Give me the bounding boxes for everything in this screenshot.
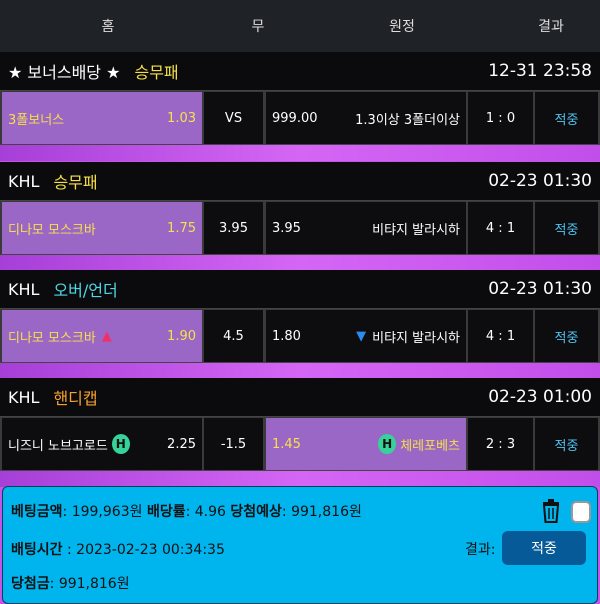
- bet-time-label: 배팅시간: [11, 542, 63, 558]
- league: KHL: [8, 279, 40, 299]
- expected-value: 991,816원: [291, 504, 362, 520]
- match-header: ★ 보너스배당 ★ 승무패 12-31 23:58: [0, 52, 600, 90]
- away-team: 체레포베츠: [400, 438, 460, 454]
- result-status: 적중: [535, 202, 598, 254]
- up-arrow-icon: ▲: [101, 328, 112, 344]
- divider: [0, 471, 600, 487]
- league: ★ 보너스배당 ★: [8, 63, 121, 82]
- away-team: 비탸지 발라시하: [372, 222, 460, 238]
- away-pick[interactable]: 3.95 비탸지 발라시하: [266, 202, 466, 254]
- away-pick[interactable]: 1.45 H 체레포베츠: [266, 418, 466, 470]
- match-section: ★ 보너스배당 ★ 승무패 12-31 23:58 3폴보너스 1.03 VS 999…: [0, 52, 600, 161]
- draw-pick[interactable]: 4.5: [204, 310, 263, 362]
- match-time: 12-31 23:58: [488, 61, 592, 81]
- match-time: 02-23 01:30: [488, 171, 592, 191]
- away-odds: 999.00: [272, 110, 318, 126]
- away-odds: 1.45: [272, 436, 301, 452]
- market-type: 핸디캡: [53, 389, 98, 408]
- match-section: KHL 핸디캡 02-23 01:00 니즈니 노브고로드 H 2.25 -1.5 1.…: [0, 378, 600, 487]
- result-status: 적중: [535, 92, 598, 144]
- home-team: 3폴보너스: [8, 112, 65, 128]
- score: 4 : 1: [468, 310, 533, 362]
- down-arrow-icon: ▼: [356, 328, 367, 344]
- match-header: KHL 승무패 02-23 01:30: [0, 162, 600, 200]
- expected-label: 당첨예상: [230, 504, 282, 520]
- match-row: 니즈니 노브고로드 H 2.25 -1.5 1.45 H 체레포베츠 2 : 3 적중: [0, 416, 600, 471]
- win-label: 당첨금: [11, 576, 50, 592]
- col-home: 홈: [101, 19, 115, 35]
- match-section: KHL 승무패 02-23 01:30 디나모 모스크바 1.75 3.95 3.95…: [0, 162, 600, 271]
- divider: [0, 145, 600, 161]
- draw-pick[interactable]: -1.5: [204, 418, 263, 470]
- away-team: 비탸지 발라시하: [372, 330, 460, 346]
- bet-info-line: 베팅금액: 199,963원 배당률: 4.96 당첨예상: 991,816원: [11, 504, 362, 520]
- home-pick[interactable]: 3폴보너스 1.03: [2, 92, 202, 144]
- match-section: KHL 오버/언더 02-23 01:30 디나모 모스크바 ▲ 1.90 4.5 1.…: [0, 270, 600, 379]
- bet-summary: 베팅금액: 199,963원 배당률: 4.96 당첨예상: 991,816원 …: [2, 486, 598, 604]
- odds-label: 배당률: [146, 504, 186, 520]
- match-time: 02-23 01:30: [488, 279, 592, 299]
- home-odds: 1.75: [167, 220, 196, 236]
- match-row: 디나모 모스크바 1.75 3.95 3.95 비탸지 발라시하 4 : 1 적중: [0, 200, 600, 255]
- select-checkbox[interactable]: [571, 501, 591, 523]
- home-pick[interactable]: 니즈니 노브고로드 H 2.25: [2, 418, 202, 470]
- odds-value: 4.96: [194, 504, 226, 520]
- match-header: KHL 오버/언더 02-23 01:30: [0, 270, 600, 308]
- home-pick[interactable]: 디나모 모스크바 1.75: [2, 202, 202, 254]
- home-odds: 1.03: [167, 110, 196, 126]
- away-odds: 1.80: [272, 328, 301, 344]
- bet-amount: 199,963원: [71, 504, 143, 520]
- home-team: 디나모 모스크바: [8, 330, 96, 346]
- result-button[interactable]: 적중: [502, 531, 586, 565]
- score: 1 : 0: [468, 92, 533, 144]
- match-row: 3폴보너스 1.03 VS 999.00 1.3이상 3폴더이상 1 : 0 적중: [0, 90, 600, 145]
- away-pick[interactable]: 999.00 1.3이상 3폴더이상: [266, 92, 466, 144]
- draw-pick[interactable]: VS: [204, 92, 263, 144]
- trash-icon[interactable]: [541, 499, 561, 523]
- win-amount: 991,816원: [58, 576, 130, 592]
- draw-pick[interactable]: 3.95: [204, 202, 263, 254]
- home-team: 디나모 모스크바: [8, 222, 96, 238]
- away-odds: 3.95: [272, 220, 301, 236]
- market-type: 승무패: [134, 63, 179, 82]
- result-status: 적중: [535, 310, 598, 362]
- home-team: 니즈니 노브고로드: [8, 438, 108, 454]
- home-odds: 1.90: [167, 328, 196, 344]
- market-type: 오버/언더: [53, 281, 118, 300]
- col-away: 원정: [389, 19, 415, 35]
- col-draw: 무: [251, 19, 265, 35]
- home-odds: 2.25: [167, 436, 196, 452]
- divider: [0, 255, 600, 271]
- away-pick[interactable]: 1.80 ▼ 비탸지 발라시하: [266, 310, 466, 362]
- handicap-badge-icon: H: [378, 434, 397, 454]
- result-status: 적중: [535, 418, 598, 470]
- bet-time-line: 배팅시간 : 2023-02-23 00:34:35: [11, 542, 225, 558]
- league: KHL: [8, 171, 40, 191]
- column-header: 홈 무 원정 결과: [0, 0, 600, 52]
- match-time: 02-23 01:00: [488, 387, 592, 407]
- league: KHL: [8, 387, 40, 407]
- home-pick[interactable]: 디나모 모스크바 ▲ 1.90: [2, 310, 202, 362]
- score: 2 : 3: [468, 418, 533, 470]
- score: 4 : 1: [468, 202, 533, 254]
- win-line: 당첨금: 991,816원: [11, 576, 130, 592]
- col-result: 결과: [538, 19, 564, 35]
- market-type: 승무패: [53, 173, 98, 192]
- divider: [0, 363, 600, 379]
- away-team: 1.3이상 3폴더이상: [355, 112, 460, 128]
- match-row: 디나모 모스크바 ▲ 1.90 4.5 1.80 ▼ 비탸지 발라시하 4 : 1 적중: [0, 308, 600, 363]
- result-label: 결과:: [465, 542, 496, 558]
- match-header: KHL 핸디캡 02-23 01:00: [0, 378, 600, 416]
- handicap-badge-icon: H: [111, 434, 130, 454]
- bet-time: 2023-02-23 00:34:35: [76, 542, 225, 558]
- bet-amount-label: 베팅금액: [11, 504, 63, 520]
